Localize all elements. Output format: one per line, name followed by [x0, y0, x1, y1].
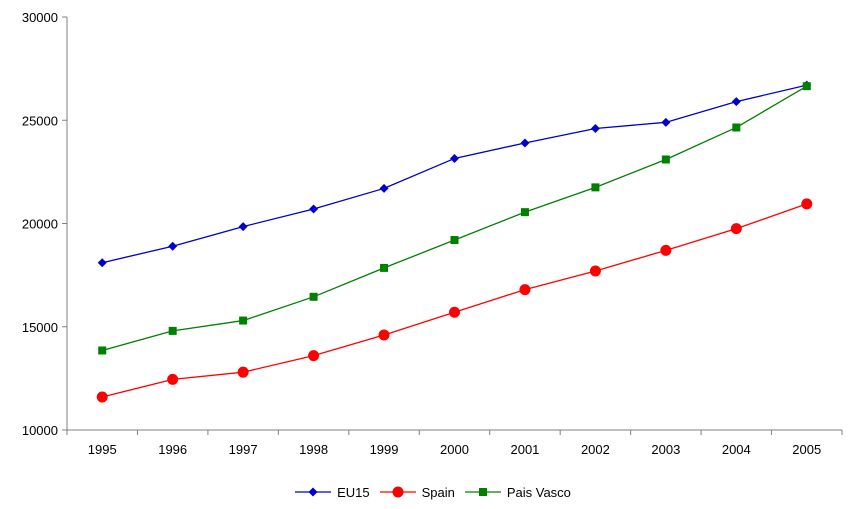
data-point-eu15 — [168, 241, 178, 251]
data-point-spain — [308, 350, 320, 362]
data-point-spain — [237, 366, 249, 378]
data-point-eu15 — [450, 153, 459, 163]
y-tick-label: 30000 — [22, 10, 58, 25]
data-point-eu15 — [731, 97, 741, 107]
x-tick-label: 2004 — [722, 442, 751, 457]
legend-swatch-spain — [379, 486, 416, 498]
x-tick-label: 1999 — [370, 442, 399, 457]
data-point-spain — [167, 373, 179, 385]
legend-swatch-eu15 — [295, 487, 332, 497]
chart-legend: EU15 Spain Pais Vasco — [0, 484, 864, 500]
x-tick-label: 1996 — [158, 442, 187, 457]
x-tick-label: 1997 — [229, 442, 258, 457]
series-spain — [96, 198, 813, 403]
legend-item-pais-vasco: Pais Vasco — [463, 484, 571, 500]
data-point-spain — [801, 198, 813, 210]
data-point-pais-vasco — [520, 208, 529, 217]
data-point-pais-vasco — [802, 82, 811, 91]
data-point-eu15 — [661, 117, 671, 127]
legend-item-spain: Spain — [378, 484, 455, 500]
data-point-pais-vasco — [98, 346, 107, 355]
data-point-eu15 — [590, 124, 600, 134]
data-point-spain — [660, 244, 672, 256]
chart-axes: 10000 15000 20000 25000 30000 1995 1996 1997 199… — [22, 10, 843, 457]
data-point-pais-vasco — [239, 316, 248, 325]
data-point-eu15 — [97, 258, 107, 268]
data-point-spain — [449, 306, 460, 318]
data-point-eu15 — [520, 138, 530, 148]
data-point-eu15 — [238, 222, 248, 232]
data-point-pais-vasco — [450, 236, 459, 245]
data-point-spain — [730, 223, 742, 235]
legend-item-eu15: EU15 — [293, 484, 370, 500]
data-point-spain — [96, 391, 108, 403]
series-line-spain — [102, 203, 807, 398]
data-point-pais-vasco — [732, 123, 741, 132]
data-point-spain — [519, 284, 531, 296]
data-point-spain — [378, 329, 390, 341]
x-tick-label: 2002 — [581, 442, 610, 457]
legend-marker — [392, 486, 404, 498]
data-point-pais-vasco — [591, 183, 600, 192]
chart-series-layer — [96, 80, 813, 403]
data-point-eu15 — [309, 204, 319, 214]
legend-marker — [478, 488, 487, 496]
y-tick-label: 20000 — [22, 217, 58, 232]
x-tick-label: 2001 — [510, 442, 539, 457]
legend-label: Pais Vasco — [506, 484, 571, 500]
legend-swatch-pais-vasco — [464, 488, 501, 496]
series-pais-vasco — [98, 82, 811, 355]
x-tick-label: 1995 — [88, 442, 117, 457]
x-tick-label: 1998 — [299, 442, 328, 457]
y-tick-label: 15000 — [22, 320, 58, 335]
data-point-pais-vasco — [168, 326, 177, 335]
y-tick-label: 25000 — [22, 113, 58, 128]
x-tick-label: 2003 — [651, 442, 680, 457]
legend-marker — [308, 487, 318, 497]
data-point-spain — [589, 265, 601, 277]
x-tick-label: 2005 — [792, 442, 821, 457]
data-point-pais-vasco — [661, 155, 670, 164]
data-point-pais-vasco — [309, 292, 318, 301]
data-point-pais-vasco — [380, 263, 389, 272]
legend-label: Spain — [421, 484, 455, 500]
x-tick-label: 2000 — [440, 442, 469, 457]
y-tick-label: 10000 — [22, 423, 58, 438]
data-point-eu15 — [379, 183, 389, 193]
legend-label: EU15 — [337, 484, 370, 500]
